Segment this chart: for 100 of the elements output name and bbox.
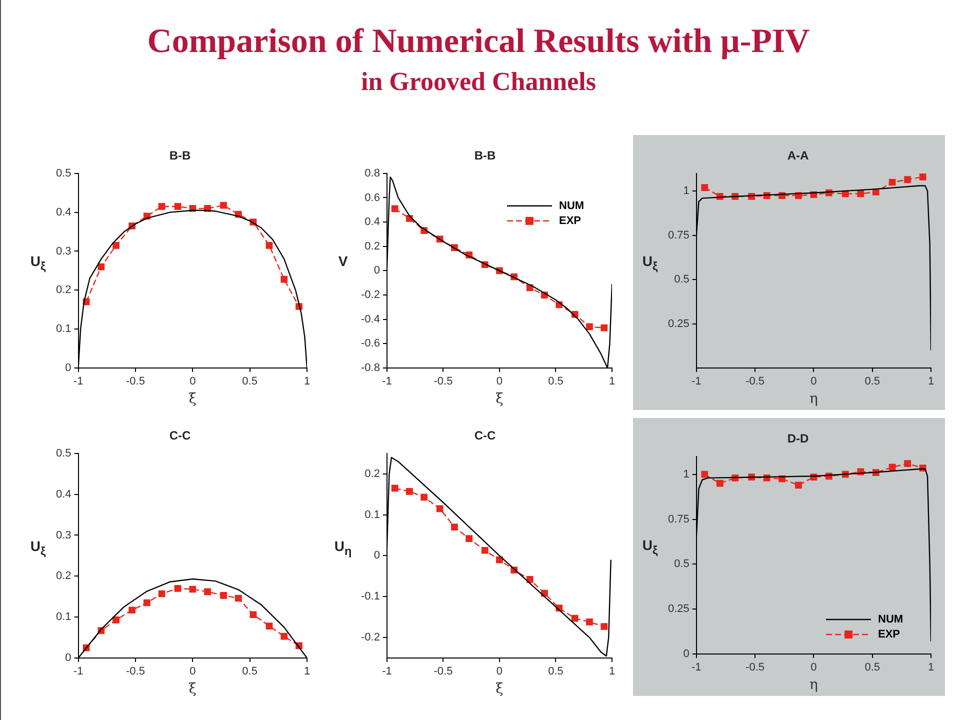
y-tick-label: 0.25 (668, 603, 690, 616)
y-tick-label: 0 (65, 362, 72, 374)
y-tick-label: 0.4 (364, 216, 380, 228)
x-tick-label: -1 (382, 376, 392, 388)
x-axis-title: ξ (496, 391, 504, 408)
y-tick-label: 0.75 (668, 229, 690, 242)
point (158, 590, 166, 598)
y-tick-label: 0 (374, 264, 380, 277)
y-axis-title: U$_{ξ}$ (29, 538, 47, 558)
chart-title: C-C (474, 428, 496, 443)
y-tick-label: 0.75 (668, 513, 690, 526)
y-tick-label: -0.4 (360, 313, 380, 326)
point (600, 324, 608, 332)
x-axis-title: η (810, 391, 818, 408)
point (391, 205, 398, 212)
x-tick-label: 0.5 (242, 666, 258, 678)
y-tick-label: 0.2 (364, 240, 380, 252)
y-tick-label: 0.3 (56, 529, 72, 542)
x-tick-label: 1 (304, 666, 310, 678)
point (904, 460, 911, 468)
point (436, 505, 444, 512)
point (586, 618, 593, 626)
x-tick-label: 1 (928, 662, 934, 674)
point (701, 470, 708, 478)
point (571, 614, 578, 622)
y-axis-title: V (337, 252, 349, 268)
x-tick-label: 0.5 (242, 376, 258, 388)
legend-label: EXP (559, 214, 582, 227)
point (888, 178, 896, 186)
x-tick-label: 0.5 (864, 662, 880, 674)
x-tick-label: 0 (190, 666, 196, 678)
x-tick-label: 1 (608, 376, 616, 388)
point (701, 184, 708, 191)
x-tick-label: -1 (692, 376, 702, 388)
y-tick-label: 0.5 (56, 447, 72, 460)
point (795, 482, 802, 489)
y-tick-label: -0.2 (360, 632, 380, 644)
point (600, 623, 608, 630)
x-tick-label: -1 (73, 666, 84, 678)
point (220, 592, 227, 599)
y-tick-label: 0 (683, 648, 690, 660)
point (98, 263, 105, 270)
y-tick-label: 0.4 (56, 488, 72, 500)
x-axis-title: ξ (496, 681, 504, 698)
x-axis-title: ξ (188, 391, 197, 408)
text: in Grooved Channels (360, 66, 597, 98)
y-tick-label: 0.5 (674, 558, 690, 570)
y-tick-label: 0.8 (364, 167, 380, 180)
point (586, 323, 593, 330)
y-tick-label: 0.2 (56, 570, 72, 582)
y-tick-label: 0.1 (56, 323, 72, 336)
x-tick-label: -1 (73, 376, 84, 388)
point (174, 203, 182, 210)
y-tick-label: 0.25 (668, 318, 690, 330)
point (204, 588, 211, 596)
x-tick-label: -1 (692, 662, 702, 674)
point (189, 586, 196, 593)
point (280, 276, 288, 283)
x-tick-label: 1 (304, 376, 310, 388)
x-tick-label: -0.5 (126, 376, 145, 388)
point (888, 464, 896, 471)
point (128, 606, 136, 614)
x-tick-label: 0 (810, 662, 817, 674)
x-tick-label: 0 (496, 376, 503, 388)
x-axis-title: ξ (188, 681, 197, 698)
point (250, 611, 257, 618)
y-tick-label: 0.3 (56, 245, 72, 258)
point (420, 494, 428, 501)
chart-title: B-B (169, 148, 191, 163)
y-tick-label: 0.1 (364, 508, 380, 521)
point (526, 576, 534, 583)
point (716, 480, 724, 487)
x-axis-title: η (810, 677, 818, 694)
point (496, 556, 503, 564)
text: Comparison of Numerical Results with μ-PIV (146, 22, 811, 62)
point (451, 524, 458, 530)
y-tick-label: -0.2 (360, 289, 380, 302)
y-tick-label: 0.1 (56, 611, 72, 624)
point (904, 176, 911, 184)
point (280, 632, 288, 640)
x-tick-label: 1 (608, 666, 616, 678)
y-tick-label: -0.1 (360, 590, 380, 603)
y-axis-title: U$_{η}$ (333, 538, 353, 558)
y-tick-label: 0 (374, 550, 380, 562)
x-tick-label: -1 (382, 666, 392, 678)
x-tick-label: -0.5 (434, 666, 453, 678)
x-tick-label: -0.5 (746, 376, 765, 388)
chart-title: C-C (169, 428, 191, 443)
x-tick-label: -0.5 (126, 666, 145, 678)
chart-title: A-A (787, 148, 809, 163)
x-tick-label: 0 (190, 376, 196, 388)
point (481, 546, 488, 554)
y-tick-label: 1 (683, 468, 690, 480)
point (158, 203, 166, 210)
point (112, 242, 120, 249)
point (919, 174, 926, 180)
point (391, 484, 398, 492)
y-tick-label: 0.6 (364, 192, 380, 204)
x-tick-label: 1 (928, 376, 934, 388)
point (266, 242, 273, 249)
